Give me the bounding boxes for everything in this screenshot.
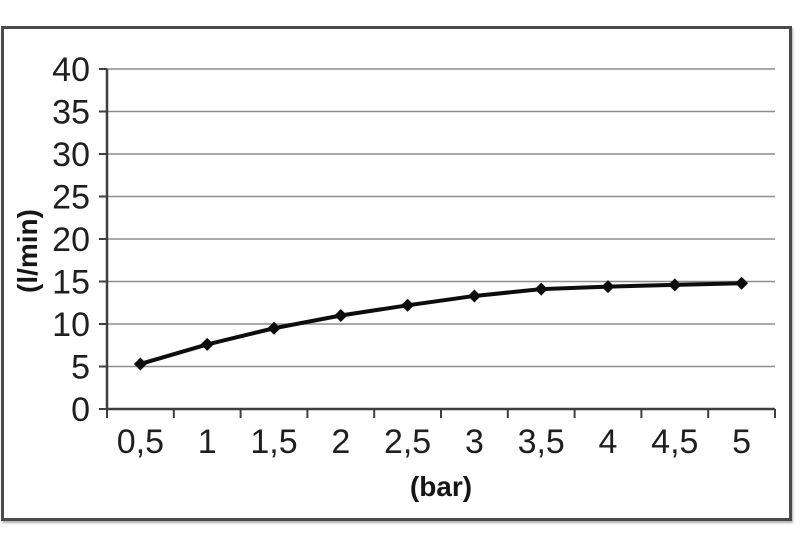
y-tick-label: 25 [52, 179, 90, 217]
y-tick-label: 40 [52, 51, 90, 89]
data-point-marker [467, 289, 481, 303]
y-tick-label: 10 [52, 306, 90, 344]
x-tick-label: 3,5 [518, 423, 565, 461]
y-tick-label: 15 [52, 264, 90, 302]
data-point-marker [601, 280, 615, 294]
data-point-marker [534, 282, 548, 296]
x-tick-label: 5 [732, 423, 751, 461]
y-axis-title: (l/min) [12, 209, 43, 293]
y-tick-label: 35 [52, 94, 90, 132]
x-tick-label: 1 [198, 423, 217, 461]
y-tick-label: 20 [52, 221, 90, 259]
x-tick-label: 1,5 [250, 423, 297, 461]
y-tick-label: 5 [71, 349, 90, 387]
chart-frame-border [1, 26, 792, 521]
x-tick-label: 3 [465, 423, 484, 461]
data-point-marker [668, 278, 682, 292]
x-tick-label: 2,5 [384, 423, 431, 461]
data-point-marker [133, 357, 147, 371]
y-tick-label: 30 [52, 136, 90, 174]
y-tick-label: 0 [71, 391, 90, 429]
data-point-marker [401, 298, 415, 312]
data-point-marker [267, 321, 281, 335]
x-axis-title: (bar) [409, 471, 473, 502]
series-line [138, 281, 744, 366]
x-tick-label: 0,5 [117, 423, 164, 461]
x-tick-label: 4 [599, 423, 618, 461]
data-point-marker [200, 337, 214, 351]
data-point-marker [735, 276, 749, 290]
x-tick-label: 2 [331, 423, 350, 461]
x-tick-label: 4,5 [651, 423, 698, 461]
data-point-marker [334, 309, 348, 322]
